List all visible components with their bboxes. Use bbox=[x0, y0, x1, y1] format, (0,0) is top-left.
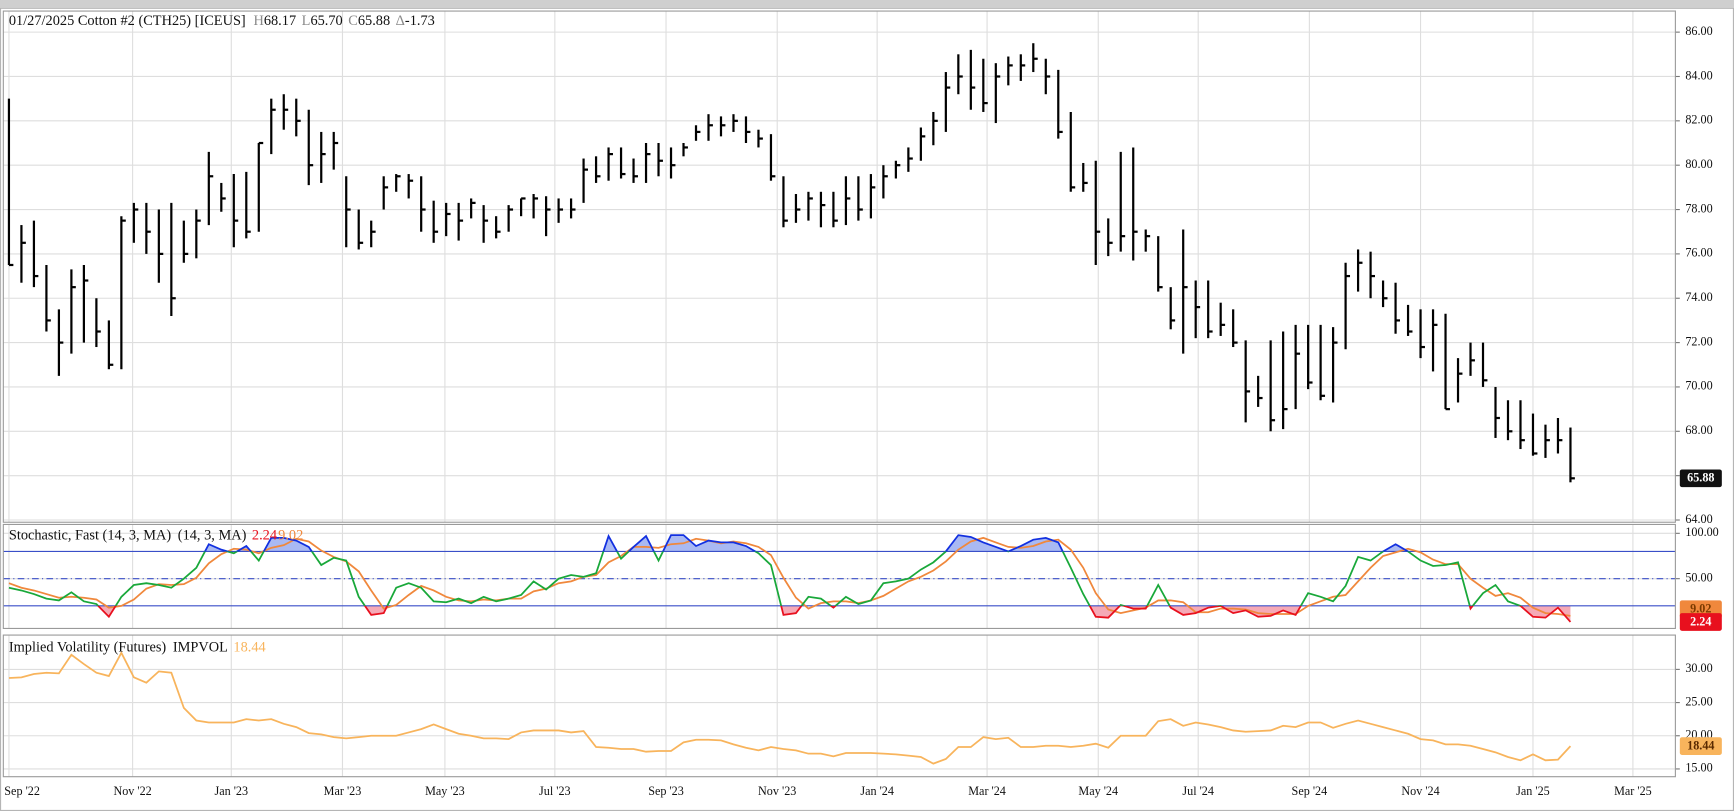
d-last-tag-text: 9.02 bbox=[1690, 602, 1711, 616]
y-tick-label: 25.00 bbox=[1685, 694, 1712, 708]
d-line bbox=[8, 536, 1571, 617]
k-line bbox=[96, 605, 1572, 623]
top-strip bbox=[0, 0, 1734, 8]
chart-title: 01/27/2025 Cotton #2 (CTH25) [ICEUS] bbox=[9, 13, 246, 29]
x-tick-label: Mar '25 bbox=[1614, 784, 1652, 798]
last-price-tag-text: 65.88 bbox=[1687, 471, 1714, 485]
y-tick-label: 68.00 bbox=[1685, 423, 1712, 437]
y-tick-label: 70.00 bbox=[1685, 379, 1712, 393]
indicator-title: Implied Volatility (Futures) bbox=[9, 640, 167, 656]
y-tick-label: 64.00 bbox=[1685, 512, 1712, 526]
k-last-tag-box bbox=[1679, 613, 1722, 631]
pane-frame bbox=[2, 10, 1676, 523]
x-tick-label: Mar '24 bbox=[968, 784, 1006, 798]
y-tick-label: 84.00 bbox=[1685, 68, 1712, 82]
x-tick-label: Sep '22 bbox=[4, 784, 40, 798]
k-last-value: 2.24 bbox=[252, 528, 277, 544]
pane-frame bbox=[2, 523, 1676, 629]
y-tick-label: 74.00 bbox=[1685, 290, 1712, 304]
x-tick-label: Nov '22 bbox=[113, 784, 151, 798]
x-tick-label: Mar '23 bbox=[324, 784, 362, 798]
x-tick-label: Jan '23 bbox=[215, 784, 249, 798]
last-value: 18.44 bbox=[233, 640, 265, 656]
y-tick-label: 80.00 bbox=[1685, 157, 1712, 171]
x-tick-label: Jul '23 bbox=[539, 784, 571, 798]
y-tick-label: 15.00 bbox=[1685, 761, 1712, 775]
stat-prefix: C bbox=[348, 13, 358, 29]
stat-prefix: Δ bbox=[396, 13, 405, 29]
stat-prefix: L bbox=[302, 13, 311, 29]
x-tick-label: Jul '24 bbox=[1182, 784, 1214, 798]
indicator-header: Stochastic, Fast (14, 3, MA) (14, 3, MA) 2… bbox=[9, 528, 303, 544]
indicator-code: IMPVOL bbox=[173, 640, 228, 656]
x-tick-label: Nov '23 bbox=[758, 784, 796, 798]
d-last-value: 9.02 bbox=[278, 528, 303, 544]
stat-value: 65.88 bbox=[358, 13, 390, 29]
k-line bbox=[8, 551, 1522, 606]
last-price-tag-box bbox=[1679, 469, 1722, 488]
indicator-params: (14, 3, MA) bbox=[178, 528, 247, 544]
stat-prefix: H bbox=[253, 13, 263, 29]
series-line bbox=[8, 650, 1572, 765]
y-tick-label: 100.00 bbox=[1685, 525, 1718, 539]
y-tick-label: 82.00 bbox=[1685, 113, 1712, 127]
x-tick-label: May '23 bbox=[425, 784, 465, 798]
y-tick-label: 72.00 bbox=[1685, 334, 1712, 348]
stat-value: 68.17 bbox=[264, 13, 296, 29]
chart-header: 01/27/2025 Cotton #2 (CTH25) [ICEUS] H68.… bbox=[9, 13, 435, 29]
last-value-tag-text: 18.44 bbox=[1687, 738, 1714, 752]
y-tick-label: 30.00 bbox=[1685, 661, 1712, 675]
k-line bbox=[203, 533, 1410, 552]
x-tick-label: Jan '25 bbox=[1516, 784, 1550, 798]
stat-value: -1.73 bbox=[405, 13, 435, 29]
last-value-tag-box bbox=[1679, 737, 1722, 755]
outer-frame bbox=[0, 7, 1734, 811]
indicator-title: Stochastic, Fast (14, 3, MA) bbox=[9, 528, 172, 544]
k-last-tag-text: 2.24 bbox=[1690, 614, 1711, 628]
x-tick-label: Sep '23 bbox=[648, 784, 684, 798]
stat-value: 65.70 bbox=[310, 13, 342, 29]
x-tick-label: Jan '24 bbox=[860, 784, 894, 798]
x-tick-label: Nov '24 bbox=[1401, 784, 1439, 798]
x-tick-label: May '24 bbox=[1078, 784, 1118, 798]
y-tick-label: 50.00 bbox=[1685, 570, 1712, 584]
indicator-header: Implied Volatility (Futures) IMPVOL 18.44 bbox=[9, 640, 266, 656]
y-tick-label: 78.00 bbox=[1685, 201, 1712, 215]
pane-frame bbox=[2, 634, 1676, 778]
y-tick-label: 76.00 bbox=[1685, 246, 1712, 260]
x-tick-label: Sep '24 bbox=[1292, 784, 1328, 798]
y-tick-label: 86.00 bbox=[1685, 24, 1712, 38]
